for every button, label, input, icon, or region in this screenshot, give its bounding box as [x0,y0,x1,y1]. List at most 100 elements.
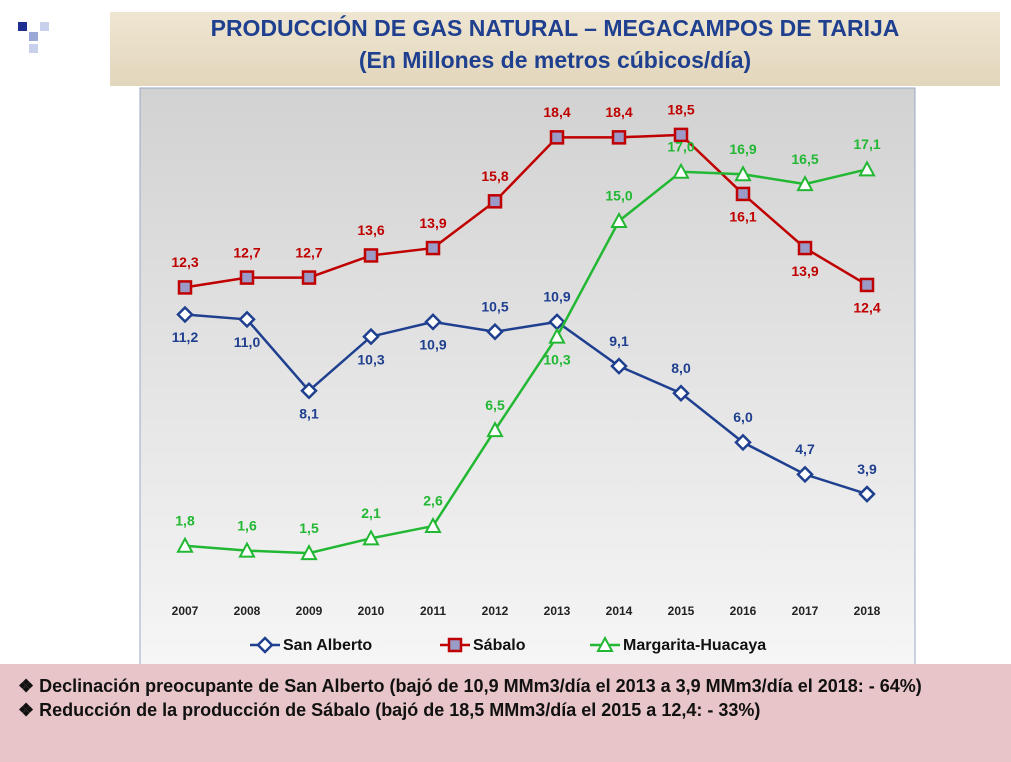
value-label: 13,9 [791,263,818,279]
note: ❖ Reducción de la producción de Sábalo (… [18,700,761,720]
value-label: 15,0 [605,188,632,204]
point [177,280,193,295]
value-label: 13,6 [357,222,384,238]
value-label: 2,1 [361,505,381,521]
legend-label: San Alberto [283,637,372,654]
value-label: 1,8 [175,512,195,528]
point [610,211,628,228]
value-label: 8,1 [299,405,319,421]
icon [40,22,49,31]
point [611,130,627,145]
notes: ❖ Declinación preocupante de San Alberto… [0,664,1011,762]
x-tick-label: 2009 [296,604,323,618]
x-tick-label: 2011 [420,604,446,618]
point [734,165,752,182]
point [486,420,504,438]
value-label: 8,0 [671,360,691,376]
point [797,240,813,256]
value-label: 16,9 [729,141,756,157]
point [176,305,194,324]
point [238,310,256,329]
icon [29,32,38,41]
point [672,384,690,402]
point [238,541,256,558]
point [735,186,751,202]
value-label: 12,7 [295,244,322,260]
point [486,322,504,341]
value-label: 10,3 [543,351,570,367]
icon [18,22,27,31]
value-label: 6,0 [733,409,753,425]
point [424,313,442,331]
value-label: 4,7 [795,441,815,457]
legend-marker [256,636,274,654]
x-tick-label: 2016 [730,604,757,618]
value-label: 2,6 [423,493,443,509]
point [362,327,380,346]
point [610,357,628,375]
value-label: 13,9 [419,215,446,231]
value-label: 17,0 [667,139,694,155]
icon [29,44,38,53]
series-line [184,313,868,496]
point [363,248,379,263]
value-label: 10,9 [419,337,446,353]
x-tick-label: 2010 [358,604,385,618]
value-label: 10,3 [357,351,384,367]
point [424,516,442,534]
point [796,174,814,192]
point [239,270,255,285]
value-label: 3,9 [857,461,877,477]
point [300,543,318,561]
x-tick-label: 2007 [172,604,199,618]
x-tick-label: 2018 [854,604,881,618]
value-label: 10,9 [543,289,570,305]
point [858,485,876,503]
point [672,162,690,179]
value-label: 12,4 [853,300,880,316]
value-label: 16,5 [791,151,818,167]
note: ❖ Declinación preocupante de San Alberto… [18,676,922,696]
point [300,381,318,400]
x-tick-label: 2013 [544,604,571,618]
series-line [184,133,868,289]
value-label: 6,5 [485,397,505,413]
value-label: 10,5 [481,298,508,314]
x-tick-label: 2014 [606,604,633,618]
point [859,277,875,293]
point [362,529,380,546]
value-label: 1,6 [237,517,257,533]
point [796,465,814,484]
point [548,327,566,344]
x-tick-label: 2008 [234,604,261,618]
value-label: 18,4 [605,104,632,120]
value-label: 11,0 [234,334,261,350]
value-label: 11,2 [172,329,199,345]
value-label: 16,1 [729,209,756,225]
point [425,240,441,256]
point [549,130,565,145]
title-band: PRODUCCIÓN DE GAS NATURAL – MEGACAMPOS D… [110,12,1000,86]
value-label: 9,1 [609,333,629,349]
legend-label: Margarita-Huacaya [623,637,766,654]
point [858,160,876,177]
value-label: 12,7 [233,244,260,260]
x-tick-label: 2012 [482,604,509,618]
value-label: 15,8 [481,168,508,184]
point [487,194,503,209]
plot-area [139,87,916,669]
chart-subtitle: (En Millones de metros cúbicos/día) [358,47,752,73]
value-label: 12,3 [171,254,198,270]
value-label: 1,5 [299,520,319,536]
point [673,127,689,143]
value-label: 17,1 [853,136,880,152]
legend-marker [447,637,463,653]
legend-label: Sábalo [473,637,526,654]
x-tick-label: 2017 [792,604,819,618]
value-label: 18,4 [543,104,570,120]
point [301,270,317,285]
point [176,536,194,553]
value-label: 18,5 [667,102,694,118]
legend-marker [596,635,614,652]
